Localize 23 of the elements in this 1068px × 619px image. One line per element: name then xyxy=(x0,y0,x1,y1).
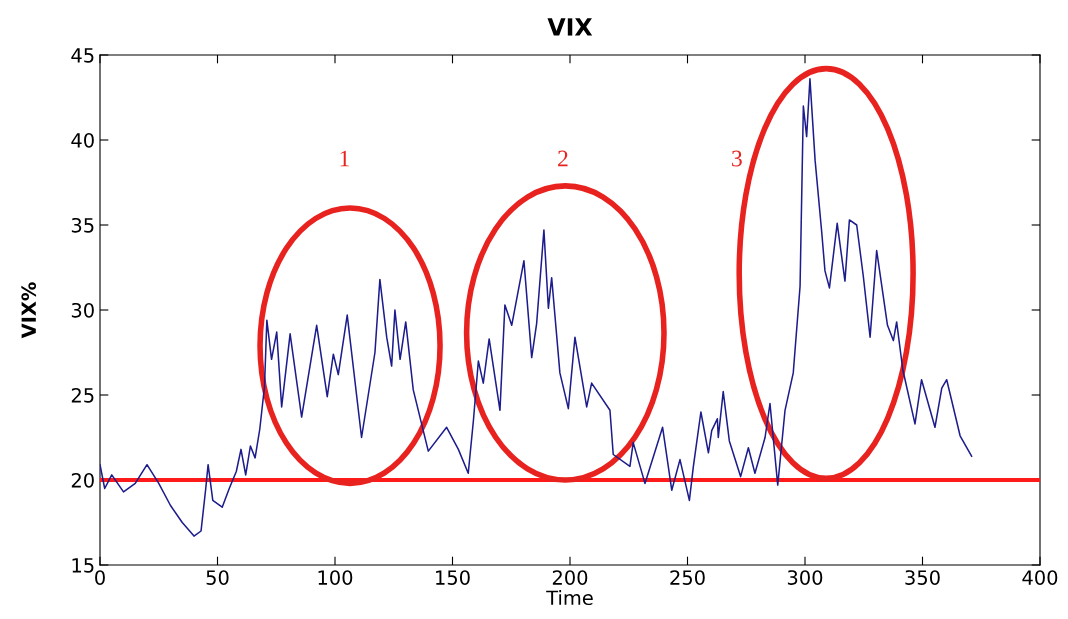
y-tick-label: 25 xyxy=(71,387,94,403)
x-tick-label: 50 xyxy=(206,570,229,585)
y-tick-label: 45 xyxy=(71,48,94,63)
x-axis-title: Time xyxy=(546,590,593,606)
x-tick-label: 350 xyxy=(905,570,940,585)
y-tick-label: 35 xyxy=(71,217,94,233)
y-tick-label: 20 xyxy=(71,472,94,488)
x-tick-label: 200 xyxy=(552,570,588,585)
y-tick-label: 15 xyxy=(72,558,94,573)
x-tick-label: 300 xyxy=(787,570,823,585)
y-axis-title: VIX% xyxy=(21,282,37,339)
y-tick-label: 40 xyxy=(71,132,94,148)
chart-title: VIX xyxy=(547,18,593,36)
x-tick-label: 250 xyxy=(670,570,705,585)
annotation: 2 xyxy=(558,150,568,167)
annotation: 1 xyxy=(340,150,349,167)
x-tick-label: 0 xyxy=(95,570,105,585)
x-tick-label: 400 xyxy=(1022,570,1058,585)
x-tick-label: 150 xyxy=(436,570,470,585)
y-tick-label: 30 xyxy=(71,302,94,318)
x-tick-label: 100 xyxy=(318,570,353,585)
annotation: 3 xyxy=(732,150,742,167)
line-series xyxy=(100,78,973,537)
